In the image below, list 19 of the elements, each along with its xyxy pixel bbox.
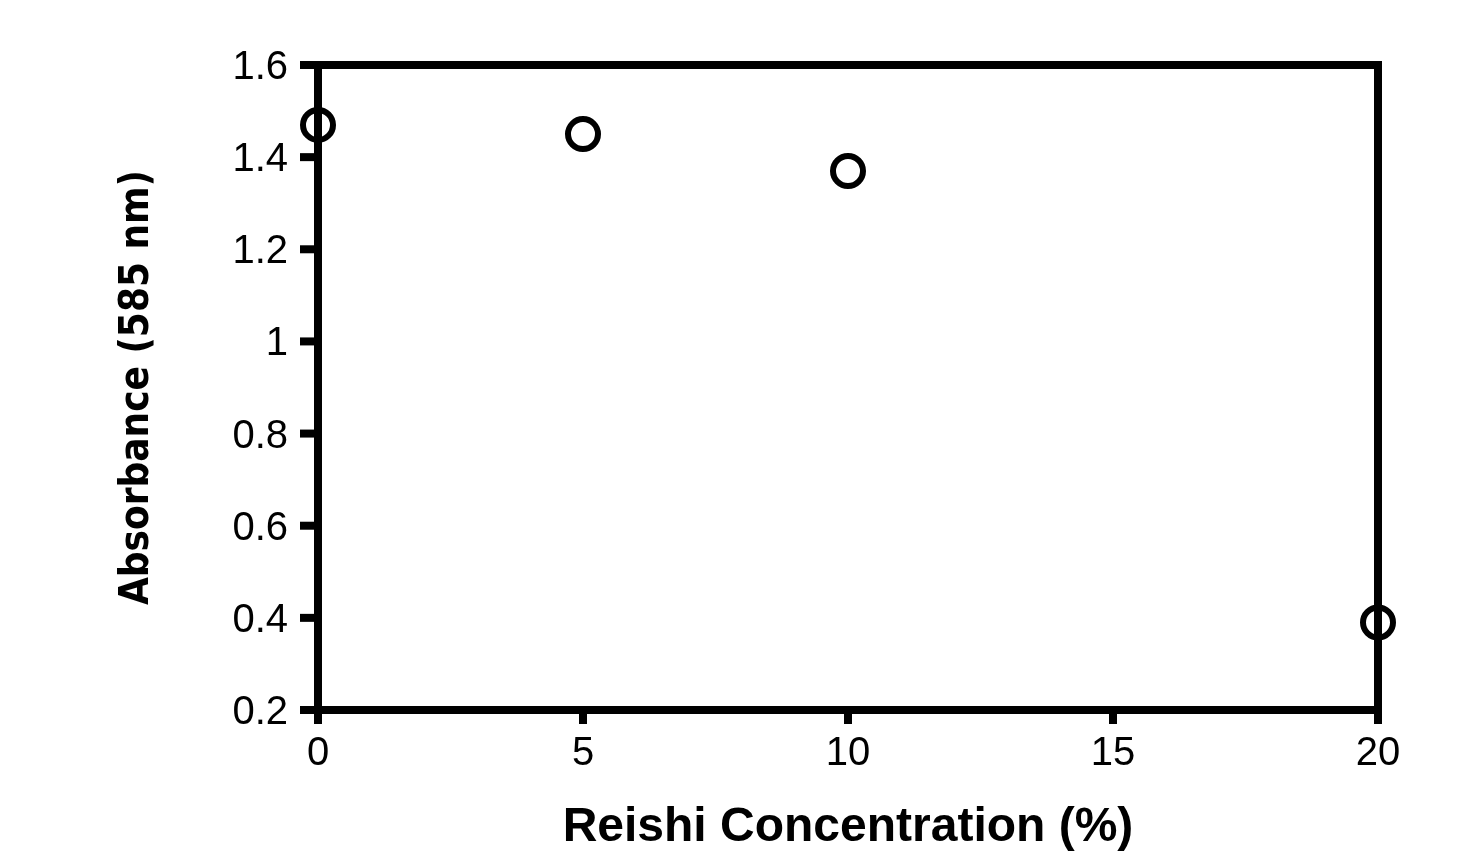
x-tick-label: 15 bbox=[1090, 729, 1136, 773]
x-axis-title: Reishi Concentration (%) bbox=[562, 798, 1134, 851]
point bbox=[1360, 604, 1396, 641]
y-tick-label: 0.4 bbox=[232, 595, 288, 640]
y-tick-label: 1.2 bbox=[232, 227, 288, 272]
y-tick-label: 1.4 bbox=[232, 135, 288, 180]
y-tick-label: 0.2 bbox=[232, 688, 288, 732]
x-tick-label: 5 bbox=[571, 729, 595, 773]
x-tick-label: 0 bbox=[306, 729, 330, 773]
point bbox=[830, 152, 866, 189]
x-tick-label: 10 bbox=[825, 729, 871, 773]
y-axis-title: Absorbance (585 nm) bbox=[111, 169, 157, 606]
y-tick-label: 1 bbox=[265, 319, 288, 364]
x-tick-label: 20 bbox=[1355, 729, 1401, 773]
point bbox=[565, 116, 601, 153]
y-tick-label: 0.8 bbox=[232, 411, 288, 456]
y-tick-label: 1.6 bbox=[232, 43, 288, 87]
y-tick-label: 0.6 bbox=[232, 503, 288, 548]
point bbox=[300, 106, 336, 143]
